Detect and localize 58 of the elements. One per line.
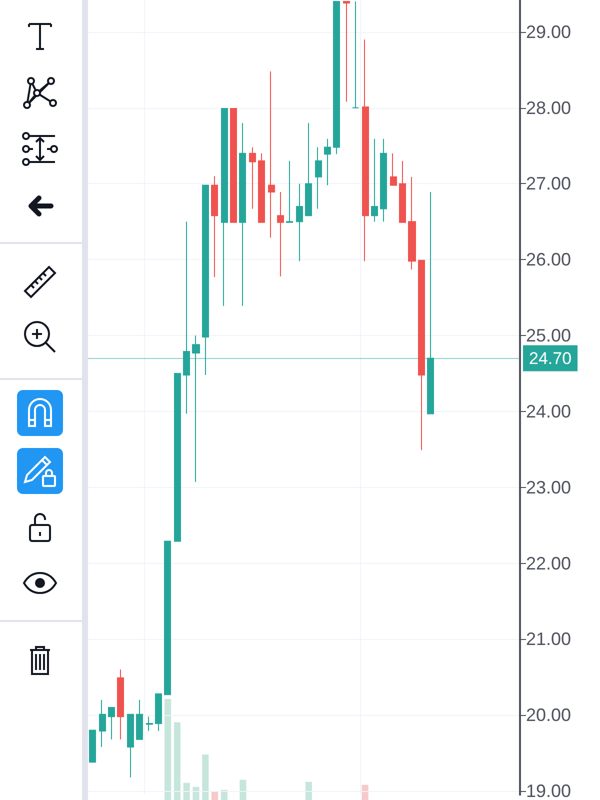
candlestick xyxy=(108,706,115,740)
candlestick xyxy=(174,372,181,542)
candlestick xyxy=(211,176,218,278)
y-tick-label: 23.00 xyxy=(526,477,572,498)
bar xyxy=(305,782,312,800)
candlestick xyxy=(324,138,331,186)
candlestick xyxy=(371,138,378,222)
y-tick-label: 20.00 xyxy=(526,705,572,726)
y-tick-label: 28.00 xyxy=(526,98,572,118)
y-tick-label: 26.00 xyxy=(526,250,572,270)
candlestick xyxy=(277,192,284,277)
bar xyxy=(211,792,218,800)
y-tick-label: 21.00 xyxy=(526,629,572,650)
candlestick xyxy=(136,699,143,740)
candlestick xyxy=(352,1,359,108)
candlestick xyxy=(427,192,434,414)
y-tick-label: 22.00 xyxy=(526,553,572,574)
candlestick xyxy=(230,108,237,223)
candlestick xyxy=(399,160,406,223)
candlestick xyxy=(390,152,397,186)
candlestick xyxy=(362,38,369,262)
candlestick xyxy=(315,146,322,210)
bar xyxy=(362,784,368,800)
candlestick xyxy=(146,716,153,732)
candlestick xyxy=(127,714,134,778)
ref-line-label: 24.70 xyxy=(529,348,572,368)
candlestick xyxy=(155,693,162,732)
candlestick xyxy=(117,669,124,740)
candlestick xyxy=(418,260,425,451)
bar xyxy=(164,699,172,800)
candlestick xyxy=(249,146,256,210)
candlestick xyxy=(183,221,190,414)
candlestick xyxy=(408,176,416,270)
y-tick-label: 24.00 xyxy=(526,401,572,422)
candlestick xyxy=(343,1,350,102)
candlestick xyxy=(202,184,209,376)
candlestick xyxy=(268,70,275,238)
candlestick xyxy=(99,699,106,748)
candlestick xyxy=(286,160,293,223)
bar xyxy=(192,786,200,800)
candlestick xyxy=(221,108,228,306)
candlestick xyxy=(258,152,265,223)
bar xyxy=(202,754,209,800)
candlestick xyxy=(89,730,96,763)
candlestick xyxy=(333,1,340,155)
candlestick xyxy=(296,183,303,262)
bar xyxy=(240,780,246,800)
candlestick xyxy=(164,540,171,696)
y-tick-label: 19.00 xyxy=(526,781,572,800)
candlestick xyxy=(192,335,200,483)
y-tick-label: 29.00 xyxy=(526,22,572,42)
candlestick xyxy=(305,122,312,216)
candlestick xyxy=(380,138,387,222)
candlestick xyxy=(239,122,246,306)
bar xyxy=(183,782,190,800)
y-tick-label: 25.00 xyxy=(526,326,572,346)
y-tick-label: 27.00 xyxy=(526,174,572,194)
bar xyxy=(174,722,181,800)
